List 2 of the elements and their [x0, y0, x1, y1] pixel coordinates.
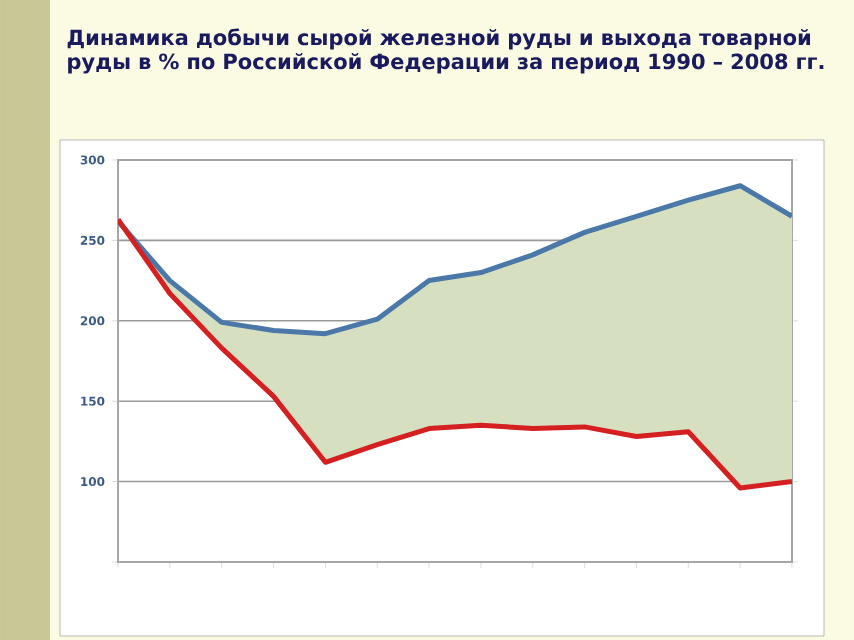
line-series: [118, 183, 792, 337]
chart-title: Динамика добычи сырой железной руды и выхода товарной руды в % по Российской Федерации за период 1990 – 2008 гг.: [67, 28, 824, 74]
